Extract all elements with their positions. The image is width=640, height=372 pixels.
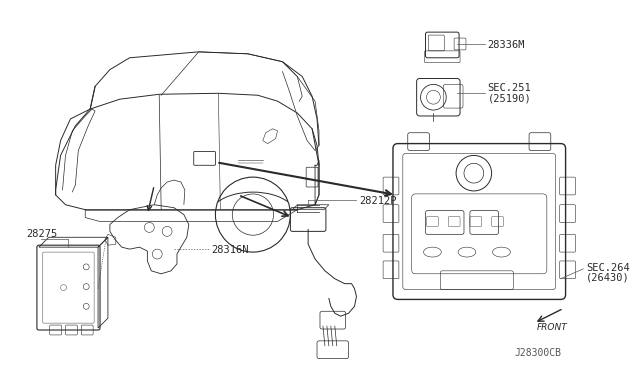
Text: SEC.251: SEC.251 <box>488 83 531 93</box>
Text: SEC.264: SEC.264 <box>586 263 630 273</box>
Text: 28212P: 28212P <box>360 196 397 206</box>
Text: 28275: 28275 <box>26 229 58 239</box>
Text: J28300CB: J28300CB <box>515 348 561 357</box>
Text: FRONT: FRONT <box>537 323 568 332</box>
Text: (26430): (26430) <box>586 273 630 283</box>
Text: (25190): (25190) <box>488 93 531 103</box>
Text: 28316N: 28316N <box>211 245 249 255</box>
Text: 28336M: 28336M <box>488 40 525 50</box>
